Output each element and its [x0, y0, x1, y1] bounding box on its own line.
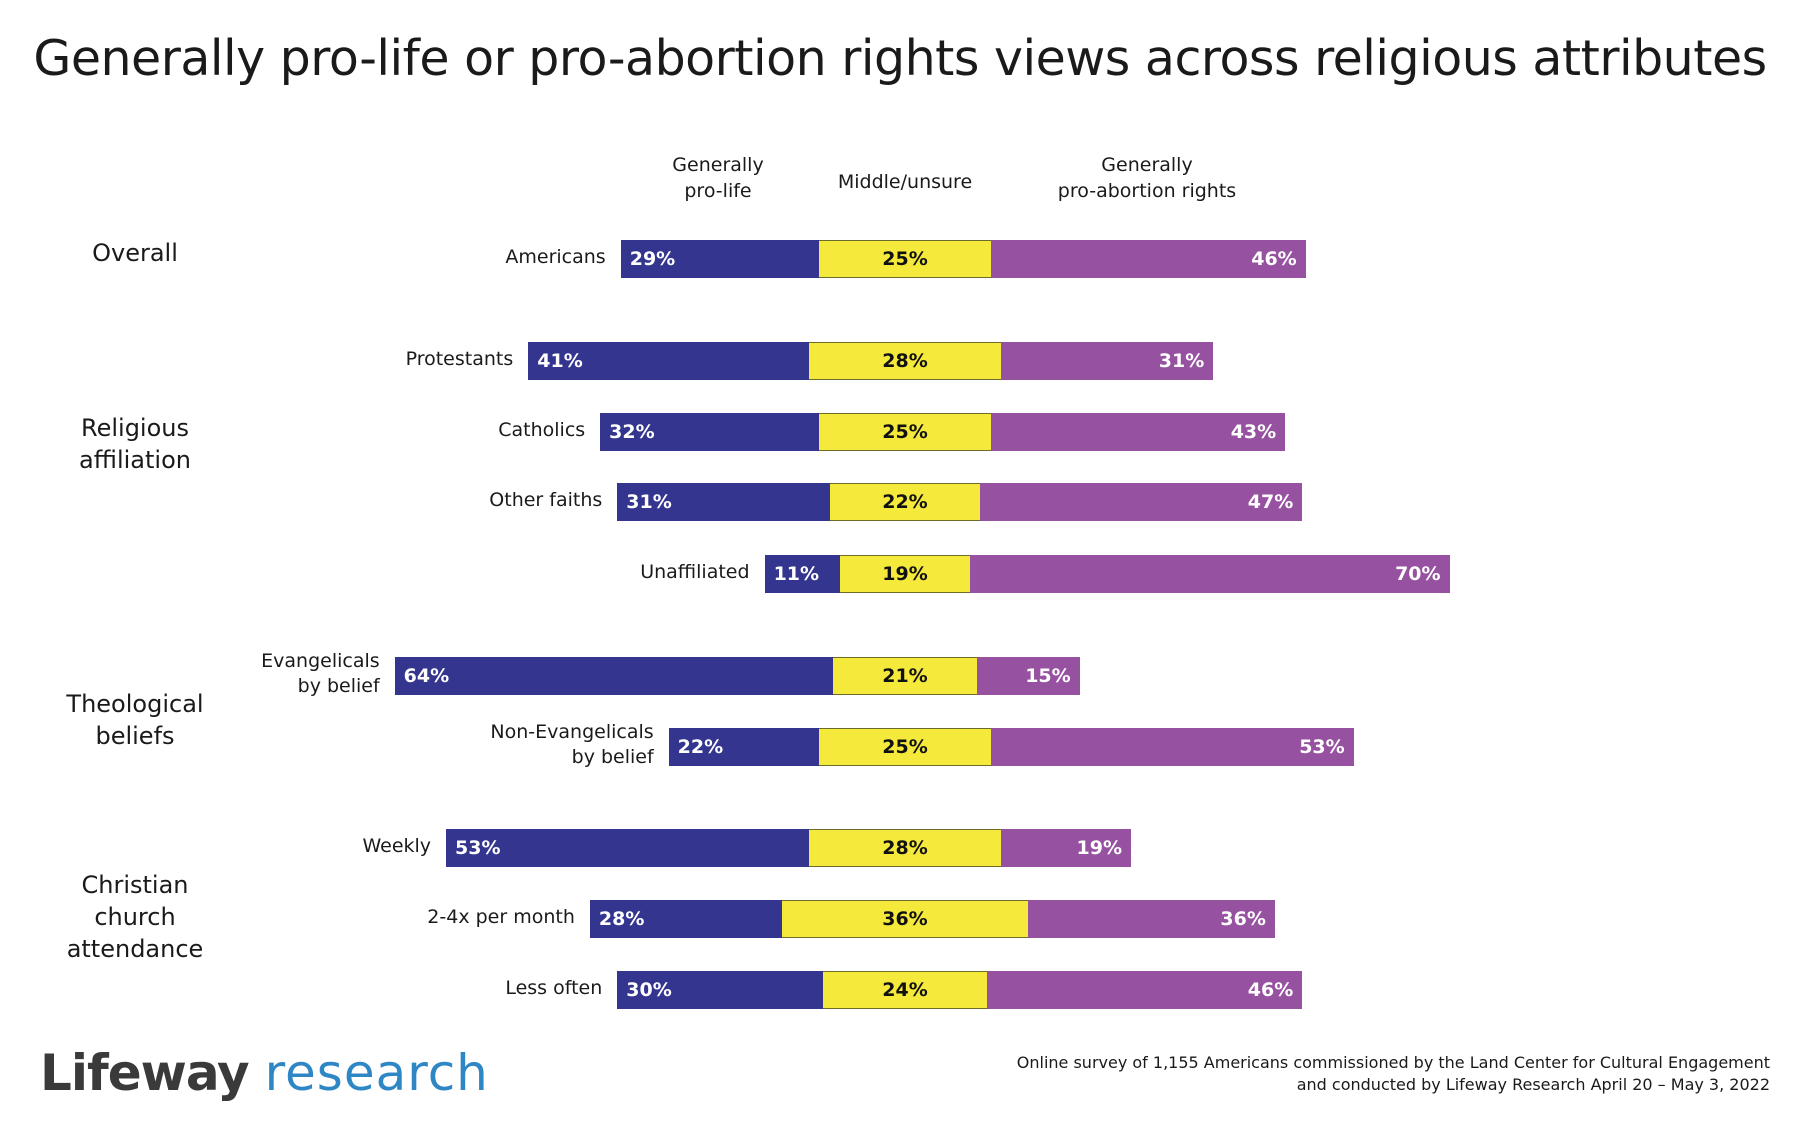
data-label: 64%: [403, 665, 450, 687]
bar-segment-middle: [839, 555, 971, 593]
bar-segment-middle: [809, 829, 1001, 867]
data-label: 53%: [1299, 736, 1345, 758]
source-footnote: Online survey of 1,155 Americans commiss…: [1016, 1053, 1770, 1094]
row-label: Weekly: [362, 834, 432, 857]
data-label: 28%: [882, 837, 928, 859]
data-label: 22%: [677, 736, 724, 758]
chart-title: Generally pro-life or pro-abortion right…: [33, 30, 1767, 87]
bar-segment-pro-abortion: [980, 483, 1303, 521]
legend-pro-life: Generally pro-life: [672, 154, 764, 202]
bar-segment-pro-life: [528, 342, 810, 380]
bar-segment-middle: [781, 900, 1029, 938]
bar-segment-pro-life: [589, 900, 782, 938]
bar-segment-middle: [819, 240, 991, 278]
data-label: 47%: [1247, 491, 1294, 513]
data-label: 30%: [626, 979, 672, 1001]
bar-segment-pro-life: [394, 657, 834, 695]
data-label: 24%: [882, 979, 928, 1001]
bar-segment-pro-life: [446, 829, 810, 867]
data-label: 32%: [609, 421, 655, 443]
data-label: 22%: [882, 491, 928, 513]
data-label: 36%: [1220, 908, 1266, 930]
data-label: 19%: [882, 563, 928, 585]
group-label: Religious affiliation: [79, 414, 191, 474]
bar-segment-pro-abortion: [1028, 900, 1275, 938]
bar-segment-pro-abortion: [987, 971, 1303, 1009]
row-label: Evangelicals by belief: [261, 650, 380, 697]
bar-segment-pro-life: [764, 555, 840, 593]
data-label: 46%: [1247, 979, 1294, 1001]
legend-pro-abortion: Generally pro-abortion rights: [1057, 154, 1237, 202]
data-label: 28%: [598, 908, 645, 930]
logo-research-text: research: [264, 1044, 489, 1102]
legend-middle: Middle/unsure: [837, 171, 973, 193]
data-label: 21%: [882, 665, 928, 687]
row-label: 2-4x per month: [427, 905, 575, 928]
data-label: 31%: [626, 491, 672, 513]
row-label: Unaffiliated: [640, 560, 750, 583]
data-label: 41%: [537, 350, 583, 372]
data-label: 25%: [882, 248, 928, 270]
group-label: Theological beliefs: [66, 690, 204, 750]
data-label: 53%: [455, 837, 501, 859]
bar-segment-pro-life: [600, 413, 820, 451]
data-label: 19%: [1076, 837, 1123, 859]
row-label: Protestants: [405, 347, 514, 370]
bar-segment-pro-abortion: [976, 657, 1080, 695]
bar-segment-middle: [829, 483, 981, 521]
lifeway-research-logo: Lifeway research: [40, 1043, 489, 1103]
bar-segment-middle: [833, 657, 977, 695]
bar-segment-pro-abortion: [990, 728, 1354, 766]
data-label: 31%: [1158, 350, 1205, 372]
data-label: 28%: [882, 350, 928, 372]
data-label: 36%: [882, 908, 928, 930]
bar-segment-middle: [819, 413, 991, 451]
row-label: Less often: [505, 976, 603, 999]
bar-segment-middle: [819, 728, 991, 766]
data-label: 11%: [773, 563, 820, 585]
bar-segment-pro-abortion: [1000, 829, 1132, 867]
data-label: 25%: [882, 421, 928, 443]
row-label: Americans: [505, 245, 606, 268]
data-label: 70%: [1395, 563, 1441, 585]
bar-segment-pro-life: [617, 971, 823, 1009]
bar-segment-pro-abortion: [990, 240, 1306, 278]
bar-segment-pro-life: [668, 728, 820, 766]
data-label: 46%: [1251, 248, 1297, 270]
row-label: Catholics: [498, 418, 586, 441]
row-label: Non-Evangelicals by belief: [490, 721, 654, 768]
bar-segment-pro-life: [620, 240, 820, 278]
bar-segment-pro-abortion: [970, 555, 1450, 593]
bar-segment-pro-abortion: [990, 413, 1286, 451]
bar-segment-middle: [822, 971, 988, 1009]
data-label: 43%: [1230, 421, 1277, 443]
bar-segment-pro-life: [617, 483, 830, 521]
group-label: Overall: [92, 239, 178, 267]
row-label: Other faiths: [489, 488, 603, 511]
data-label: 15%: [1025, 665, 1071, 687]
logo-lifeway-text: Lifeway: [40, 1044, 250, 1102]
bar-segment-middle: [809, 342, 1001, 380]
bar-segment-pro-abortion: [1000, 342, 1214, 380]
data-label: 29%: [629, 248, 676, 270]
data-label: 25%: [882, 736, 928, 758]
group-label: Christian church attendance: [66, 871, 204, 963]
